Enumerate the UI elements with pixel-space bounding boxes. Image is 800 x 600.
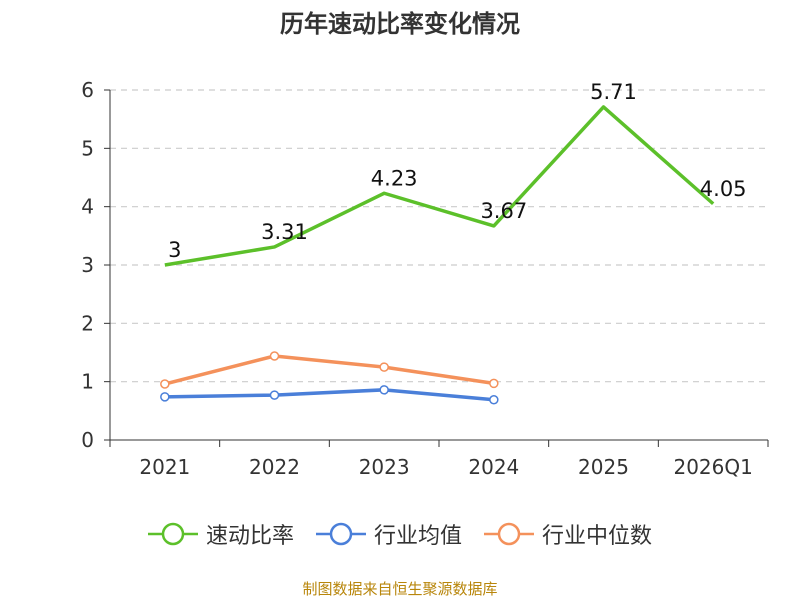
legend: 速动比率 行业均值 行业中位数	[0, 518, 800, 550]
data-point	[489, 378, 499, 389]
y-tick-label: 1	[81, 370, 94, 394]
legend-label: 行业均值	[373, 524, 462, 549]
series-lines	[160, 105, 715, 405]
y-tick-label: 2	[81, 311, 94, 335]
chart-title: 历年速动比率变化情况	[280, 10, 520, 38]
data-label: 3	[168, 238, 181, 262]
grid-lines	[110, 89, 768, 383]
series-line-0	[164, 105, 715, 267]
axes: 0 1 2 3 4 5 6 2021 2022 2023 2024 2025 2026Q1	[81, 78, 769, 479]
data-labels: 3 3.31 4.23 3.67 5.71 4.05	[168, 80, 746, 262]
legend-marker-icon	[484, 522, 534, 546]
data-point	[379, 362, 389, 372]
y-tick-label: 6	[81, 78, 94, 102]
x-tick-label: 2023	[359, 455, 410, 479]
legend-marker-icon	[147, 522, 198, 546]
x-tick-label: 2024	[468, 455, 519, 479]
legend-item-2[interactable]: 行业中位数	[484, 518, 652, 550]
source-note: 制图数据来自恒生聚源数据库	[302, 580, 498, 598]
legend-item-1[interactable]: 行业均值	[315, 518, 462, 550]
data-label: 4.23	[371, 166, 418, 190]
series-line-1	[164, 388, 494, 402]
legend-label: 速动比率	[205, 524, 294, 549]
legend-item-0[interactable]: 速动比率	[147, 518, 294, 550]
data-label: 5.71	[590, 80, 637, 104]
data-label: 3.67	[480, 199, 527, 223]
data-point	[269, 390, 280, 400]
data-point	[160, 379, 170, 389]
y-tick-label: 3	[81, 253, 94, 277]
legend-label: 行业中位数	[542, 524, 653, 549]
data-label: 3.31	[261, 220, 308, 244]
data-point	[269, 351, 280, 361]
legend-marker-icon	[315, 522, 366, 546]
y-tick-label: 5	[81, 136, 94, 160]
x-tick-label: 2021	[139, 455, 190, 479]
x-tick-label: 2022	[249, 455, 300, 479]
series-line-2	[164, 354, 495, 386]
data-point	[379, 385, 389, 395]
x-tick-label: 2026Q1	[673, 455, 752, 479]
y-tick-label: 4	[81, 195, 94, 219]
data-label: 4.05	[700, 177, 747, 201]
x-tick-label: 2025	[578, 455, 629, 479]
data-point	[489, 395, 499, 405]
y-tick-label: 0	[81, 428, 94, 452]
data-point	[160, 392, 170, 402]
